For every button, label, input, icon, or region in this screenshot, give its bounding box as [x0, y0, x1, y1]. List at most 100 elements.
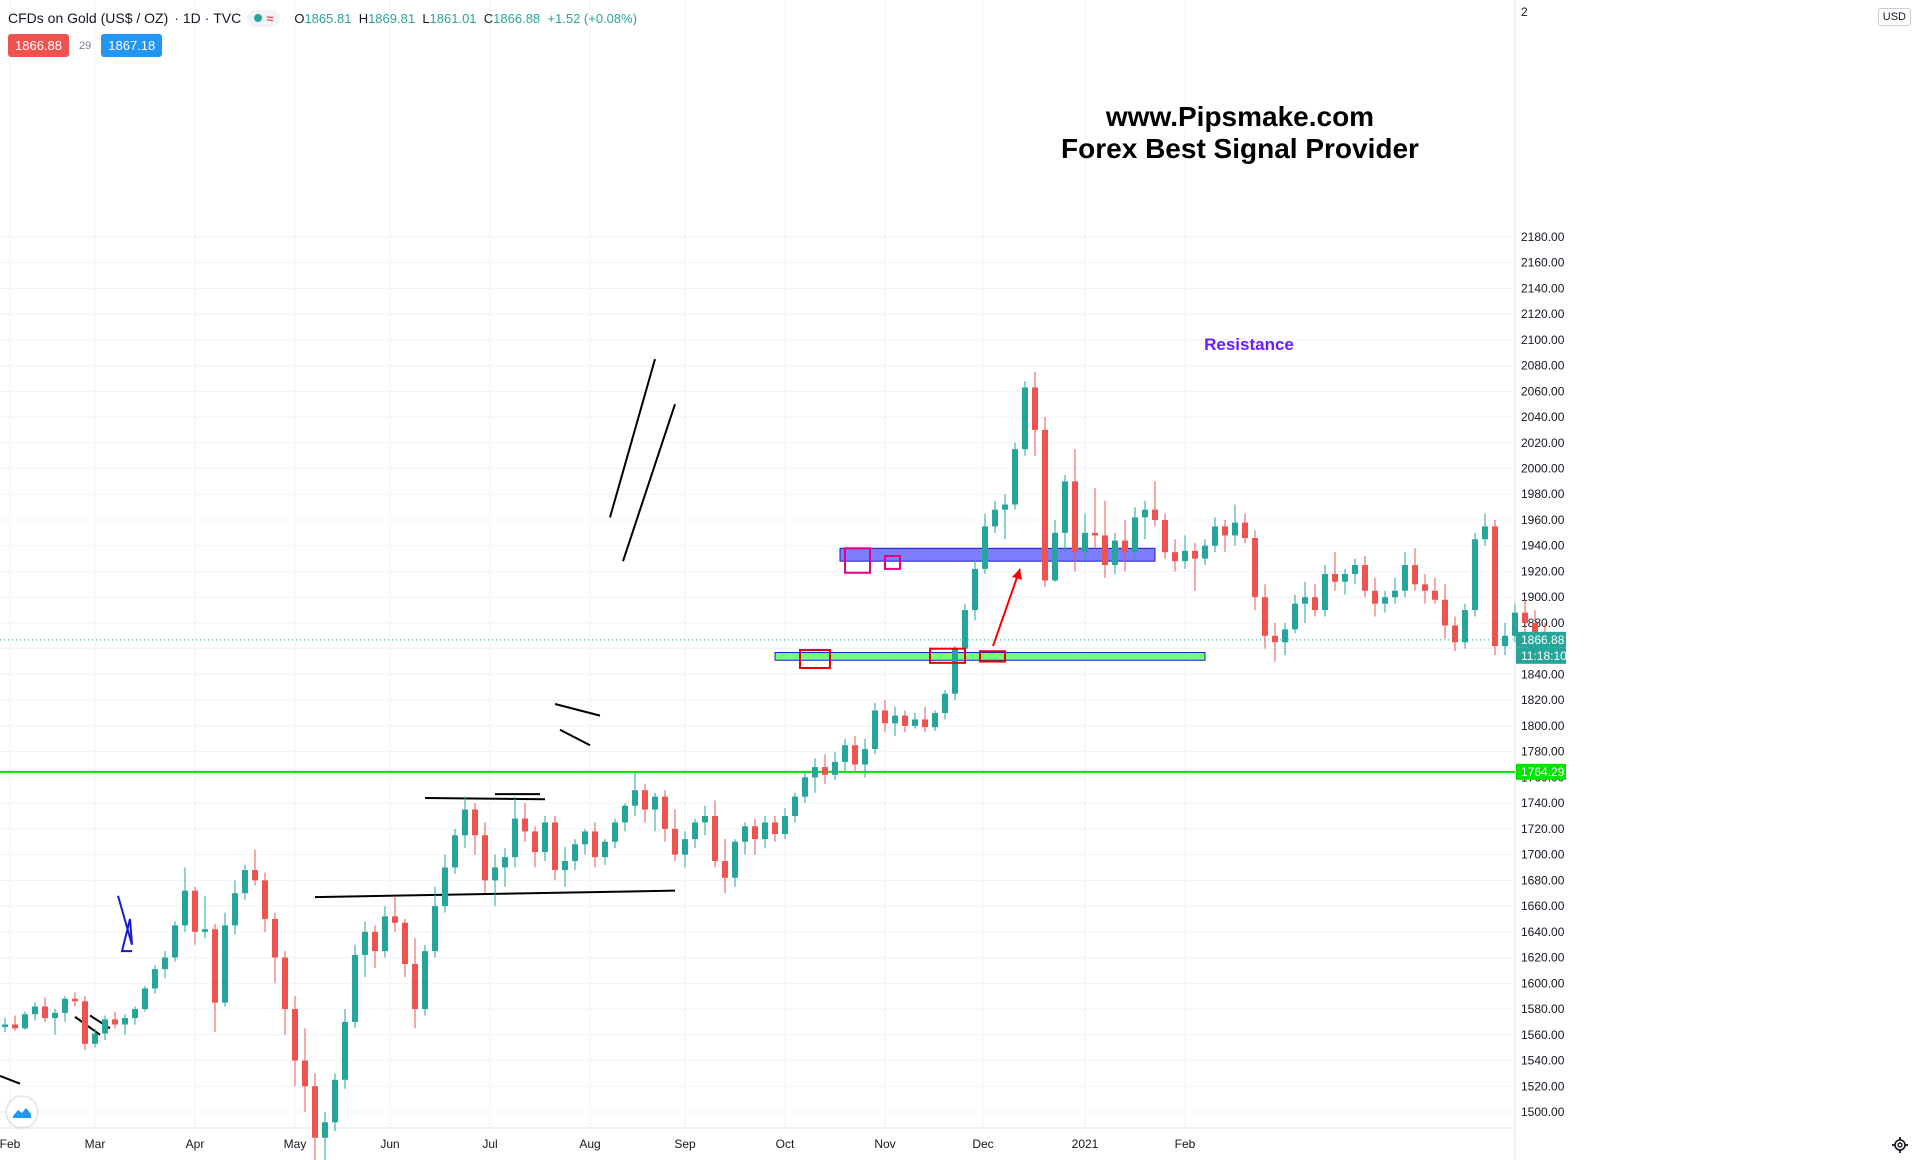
candle-body[interactable]: [32, 1006, 38, 1015]
candle-body[interactable]: [392, 916, 398, 923]
candle-body[interactable]: [1212, 526, 1218, 546]
candle-body[interactable]: [372, 931, 378, 952]
candle-body[interactable]: [1062, 481, 1068, 533]
candle-body[interactable]: [1042, 429, 1048, 581]
candle-body[interactable]: [1402, 565, 1408, 591]
candle-body[interactable]: [872, 710, 878, 750]
candle-body[interactable]: [1392, 590, 1398, 598]
candle-body[interactable]: [232, 893, 238, 926]
candle-body[interactable]: [1292, 603, 1298, 630]
candle-body[interactable]: [892, 715, 898, 724]
candle-body[interactable]: [302, 1060, 308, 1087]
candle-body[interactable]: [1532, 622, 1538, 634]
candle-body[interactable]: [2, 1024, 8, 1028]
candle-body[interactable]: [942, 693, 948, 714]
symbol-name[interactable]: CFDs on Gold (US$ / OZ): [8, 10, 169, 26]
candle-body[interactable]: [1432, 590, 1438, 600]
trend-line-drawing[interactable]: [559, 728, 591, 747]
candle-body[interactable]: [1102, 535, 1108, 566]
candle-body[interactable]: [1282, 629, 1288, 643]
candle-body[interactable]: [482, 835, 488, 881]
candle-body[interactable]: [182, 890, 188, 926]
candle-body[interactable]: [952, 648, 958, 694]
candle-body[interactable]: [802, 777, 808, 797]
candle-body[interactable]: [682, 839, 688, 855]
candle-body[interactable]: [1222, 526, 1228, 536]
candle-body[interactable]: [1262, 597, 1268, 636]
candle-body[interactable]: [132, 1009, 138, 1019]
trend-line-drawing[interactable]: [609, 358, 656, 518]
buy-button[interactable]: 1867.18: [101, 34, 163, 57]
candle-body[interactable]: [122, 1018, 128, 1025]
candle-body[interactable]: [252, 870, 258, 881]
trend-line-drawing[interactable]: [424, 796, 546, 801]
candle-body[interactable]: [282, 957, 288, 1010]
trend-line-drawing[interactable]: [0, 1075, 21, 1085]
candle-body[interactable]: [1422, 584, 1428, 591]
candle-body[interactable]: [142, 988, 148, 1010]
candle-body[interactable]: [592, 831, 598, 858]
candle-body[interactable]: [1192, 550, 1198, 559]
candle-body[interactable]: [962, 610, 968, 649]
candle-body[interactable]: [972, 568, 978, 611]
candle-body[interactable]: [1122, 540, 1128, 553]
candle-body[interactable]: [512, 818, 518, 858]
currency-button[interactable]: USD: [1877, 8, 1911, 26]
candle-body[interactable]: [1372, 590, 1378, 604]
candle-body[interactable]: [62, 998, 68, 1013]
trend-line-drawing[interactable]: [622, 403, 676, 562]
candle-body[interactable]: [1382, 597, 1388, 604]
candle-body[interactable]: [662, 796, 668, 829]
candle-body[interactable]: [212, 929, 218, 1003]
candle-body[interactable]: [902, 715, 908, 726]
candle-body[interactable]: [932, 713, 938, 728]
candle-body[interactable]: [982, 526, 988, 569]
candle-body[interactable]: [172, 925, 178, 958]
candle-body[interactable]: [1522, 612, 1528, 623]
candle-body[interactable]: [652, 796, 658, 810]
resistance-touch-box[interactable]: [884, 555, 901, 570]
candle-body[interactable]: [1162, 519, 1168, 553]
candle-body[interactable]: [582, 831, 588, 845]
candle-body[interactable]: [162, 957, 168, 970]
candle-body[interactable]: [292, 1009, 298, 1061]
market-status-pill[interactable]: ≈: [247, 9, 281, 27]
candle-body[interactable]: [1052, 532, 1058, 581]
candle-body[interactable]: [1362, 565, 1368, 591]
candle-body[interactable]: [112, 1019, 118, 1025]
candle-body[interactable]: [1142, 509, 1148, 518]
candle-body[interactable]: [1032, 387, 1038, 430]
candle-body[interactable]: [72, 998, 78, 1002]
candle-body[interactable]: [1232, 522, 1238, 536]
support-touch-box[interactable]: [799, 648, 831, 669]
candle-body[interactable]: [1152, 509, 1158, 520]
candle-body[interactable]: [422, 951, 428, 1010]
candle-body[interactable]: [1482, 526, 1488, 540]
candle-body[interactable]: [1182, 550, 1188, 562]
candle-body[interactable]: [1132, 517, 1138, 553]
support-touch-box[interactable]: [979, 650, 1006, 663]
candle-body[interactable]: [852, 745, 858, 765]
candle-body[interactable]: [202, 929, 208, 932]
candle-body[interactable]: [1412, 565, 1418, 585]
candle-body[interactable]: [1242, 522, 1248, 538]
candle-body[interactable]: [92, 1033, 98, 1044]
candle-body[interactable]: [622, 805, 628, 823]
candle-body[interactable]: [692, 822, 698, 840]
trend-line-drawing[interactable]: [554, 703, 601, 717]
candle-body[interactable]: [1302, 597, 1308, 604]
resistance-touch-box[interactable]: [844, 547, 871, 574]
candle-body[interactable]: [782, 815, 788, 835]
candle-body[interactable]: [322, 1122, 328, 1138]
candle-body[interactable]: [462, 809, 468, 836]
candle-body[interactable]: [52, 1012, 58, 1019]
candle-body[interactable]: [842, 745, 848, 762]
candle-body[interactable]: [632, 790, 638, 806]
candle-body[interactable]: [612, 822, 618, 842]
candle-body[interactable]: [42, 1006, 48, 1019]
candle-body[interactable]: [262, 880, 268, 919]
candle-body[interactable]: [332, 1079, 338, 1123]
candle-body[interactable]: [1462, 610, 1468, 643]
candle-body[interactable]: [672, 828, 678, 855]
